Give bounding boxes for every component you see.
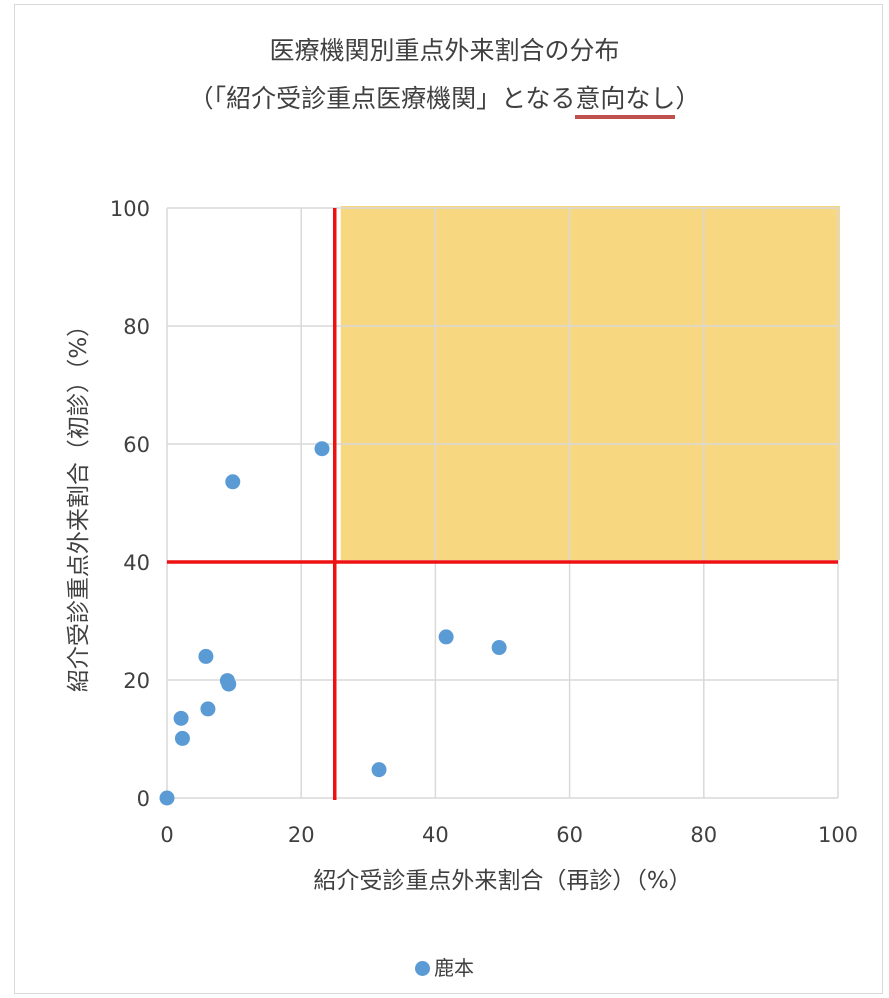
y-tick-label: 0 [137, 787, 150, 811]
data-point [198, 648, 214, 664]
y-tick-label: 60 [123, 433, 150, 457]
data-point [438, 629, 454, 645]
x-axis-label: 紹介受診重点外来割合（再診）（%） [313, 868, 691, 894]
x-tick-label: 100 [818, 823, 858, 847]
data-point [314, 441, 330, 457]
y-tick-label: 100 [110, 197, 150, 221]
legend: 鹿本 [0, 952, 889, 981]
data-point [174, 730, 190, 746]
data-point [371, 762, 387, 778]
y-tick-label: 40 [123, 551, 150, 575]
highlight-region [340, 206, 840, 560]
data-point [221, 676, 237, 692]
subtitle-underlined-text: 意向なし [575, 84, 676, 119]
x-tick-label: 40 [422, 823, 449, 847]
data-point [225, 474, 241, 490]
y-axis-label: 紹介受診重点外来割合（初診）（%） [66, 314, 92, 692]
x-tick-label: 80 [690, 823, 717, 847]
y-tick-label: 20 [123, 669, 150, 693]
legend-marker [415, 961, 430, 976]
x-tick-label: 20 [288, 823, 315, 847]
x-tick-label: 0 [160, 823, 173, 847]
y-tick-label: 80 [123, 315, 150, 339]
legend-label: 鹿本 [434, 956, 474, 980]
data-point [159, 790, 175, 806]
chart-subtitle: （「紹介受診重点医療機関」となる意向なし） [0, 84, 889, 119]
subtitle-suffix: ） [675, 84, 701, 113]
data-point [491, 640, 507, 656]
x-tick-label: 60 [556, 823, 583, 847]
chart-title: 医療機関別重点外来割合の分布 [269, 36, 620, 65]
subtitle-prefix: （「紹介受診重点医療機関」となる [188, 84, 576, 113]
data-point [173, 710, 189, 726]
data-point [200, 701, 216, 717]
